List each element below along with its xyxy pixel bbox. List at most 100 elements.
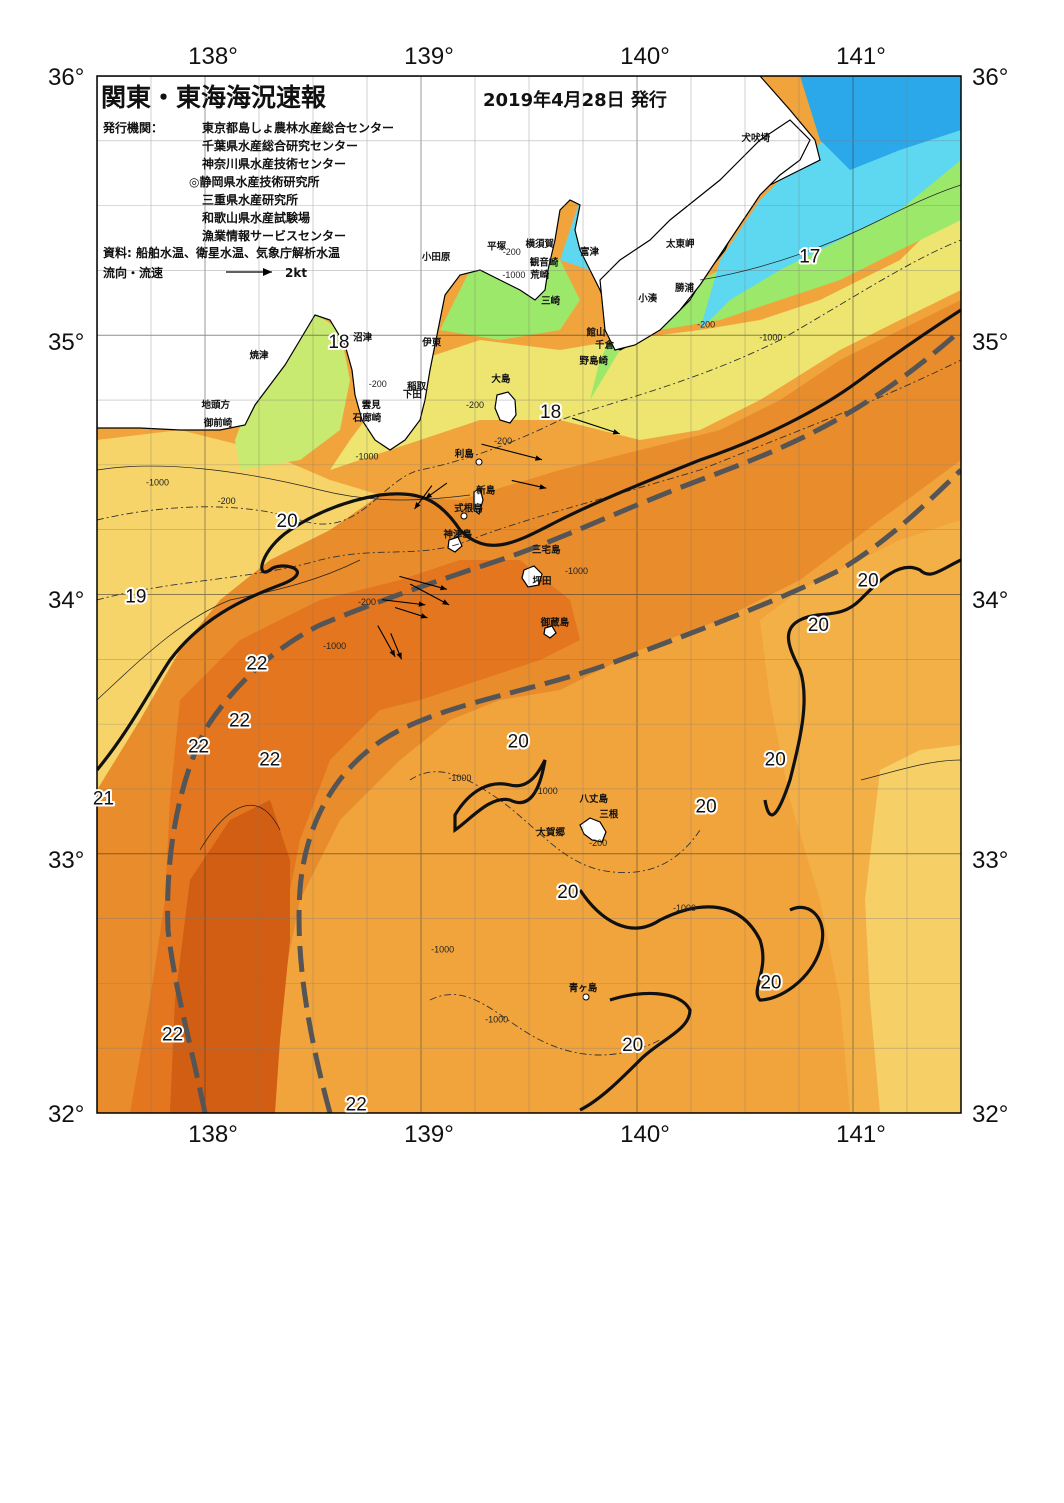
place-name: 石廊崎	[352, 412, 382, 424]
island-hachijojima	[579, 817, 607, 843]
flow-legend-label: 流向・流速	[103, 265, 163, 280]
depth-label: -200	[218, 496, 236, 506]
current-arrow	[382, 599, 426, 607]
place-name: 利島	[454, 448, 475, 460]
issuer-5: 三重県水産研究所	[202, 192, 298, 207]
lat-label-left-34: 34°	[48, 587, 84, 614]
lon-label-bottom-141: 141°	[836, 1121, 886, 1148]
place-name: 観音崎	[530, 256, 559, 268]
place-name: 大島	[491, 373, 511, 385]
lon-label-top-138: 138°	[188, 43, 238, 70]
axis-labels: 138° 139° 140° 141° 138° 139° 140° 141° …	[48, 43, 1008, 1148]
lon-label-top-141: 141°	[836, 43, 886, 70]
depth-label: -1000	[323, 641, 346, 651]
kuroshio-axis	[165, 328, 961, 1113]
depth-contours	[97, 239, 961, 1056]
depth-label: -1000	[759, 332, 782, 342]
place-name: 三宅島	[532, 544, 561, 556]
place-name: 犬吠埼	[741, 132, 771, 144]
island-oshima	[494, 391, 517, 424]
island-mikurajima	[543, 625, 557, 639]
depth-label: -200	[369, 379, 387, 389]
temperature-label: 22	[246, 654, 267, 675]
lat-label-left-36: 36°	[48, 64, 84, 91]
isotherm-20	[97, 308, 961, 1112]
temperature-label: 22	[162, 1024, 183, 1045]
current-arrow	[414, 485, 433, 510]
temperature-label: 20	[808, 615, 829, 636]
depth-label: -1000	[146, 478, 169, 488]
depth-label: -1000	[485, 1014, 508, 1024]
depth-label: -1000	[673, 903, 696, 913]
depth-label: -200	[466, 400, 484, 410]
place-name: 神津島	[443, 528, 472, 540]
depth-label: -1000	[565, 566, 588, 576]
temperature-label: 21	[93, 788, 114, 809]
temp-band-18	[235, 310, 350, 470]
depth-label: -1000	[448, 773, 471, 783]
current-arrow	[377, 625, 396, 657]
lat-label-left-32: 32°	[48, 1101, 84, 1128]
temp-band-18-5	[330, 200, 961, 470]
place-name: 地頭方	[202, 399, 231, 411]
place-name: 御蔵島	[540, 617, 570, 629]
issuers-label: 発行機関：	[102, 120, 163, 135]
temperature-label: 20	[760, 973, 781, 994]
lat-label-right-34: 34°	[972, 587, 1008, 614]
temp-band-16	[800, 76, 961, 170]
current-arrow	[399, 575, 448, 591]
depth-label: -200	[697, 319, 715, 329]
place-name: 雲見	[362, 399, 382, 411]
issuer-1: 東京都島しょ農林水産総合センター	[202, 120, 394, 135]
place-name: 御前崎	[203, 417, 233, 429]
place-name: 三崎	[541, 295, 561, 307]
issuer-4: ◎静岡県水産技術研究所	[189, 174, 319, 189]
place-name: 横須賀	[526, 238, 555, 250]
place-name: 下田	[403, 389, 422, 400]
temperature-label: 20	[622, 1035, 643, 1056]
temperature-label: 20	[696, 796, 717, 817]
temperature-label: 22	[259, 750, 280, 771]
map-frame	[96, 75, 962, 1114]
lat-label-right-35: 35°	[972, 329, 1008, 356]
place-name: 富津	[580, 246, 600, 258]
current-arrow	[572, 417, 620, 435]
place-name: 荒崎	[529, 269, 550, 281]
place-name: 平塚	[487, 241, 507, 253]
island-toshima	[475, 458, 483, 466]
temperature-label: 18	[328, 332, 349, 353]
temperature-label: 20	[277, 511, 298, 532]
place-name: 館山	[585, 326, 605, 338]
place-name: 千倉	[595, 339, 615, 351]
lon-label-top-140: 140°	[620, 43, 670, 70]
temperature-label: 20	[765, 750, 786, 771]
lat-lon-grid	[97, 76, 961, 1113]
lon-label-bottom-140: 140°	[620, 1121, 670, 1148]
current-arrow	[424, 482, 448, 500]
depth-label: -1000	[502, 270, 525, 280]
lon-label-bottom-139: 139°	[404, 1121, 454, 1148]
lon-label-bottom-138: 138°	[188, 1121, 238, 1148]
island-niijima	[473, 487, 484, 516]
lat-label-right-36: 36°	[972, 64, 1008, 91]
island-aogashima	[582, 993, 590, 1001]
depth-label: -1000	[535, 786, 558, 796]
place-name: 勝浦	[675, 282, 695, 294]
temperature-labels: 17 18 18 19 20 20 20 20 20 20 20 20 20 21 22 22 22 22 22 22	[91, 245, 881, 1118]
place-name: 太東岬	[666, 238, 695, 250]
flow-legend-arrowhead	[263, 268, 272, 276]
place-name: 伊東	[421, 337, 442, 349]
place-name: 大賀郷	[536, 827, 565, 839]
current-arrow	[481, 443, 543, 461]
lat-label-left-35: 35°	[48, 329, 84, 356]
current-arrow	[409, 583, 450, 606]
depth-label: -1000	[355, 452, 378, 462]
place-name: 野島崎	[580, 355, 609, 367]
place-name: 稲取	[407, 381, 427, 393]
depth-label: -200	[358, 597, 376, 607]
place-name: 青ヶ島	[569, 982, 598, 994]
lat-label-left-33: 33°	[48, 847, 84, 874]
island-shikinejima	[460, 512, 468, 520]
map-title: 関東・東海海況速報	[101, 83, 327, 112]
